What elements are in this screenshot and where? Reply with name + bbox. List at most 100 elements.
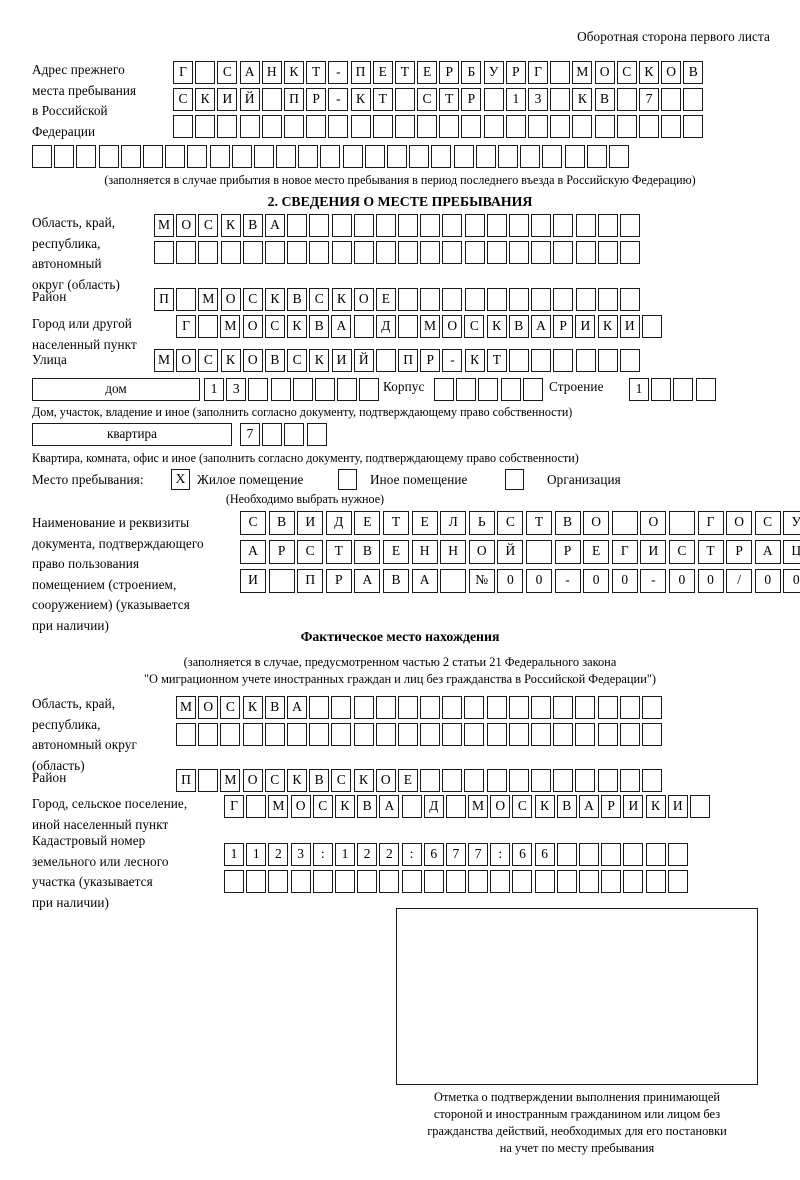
actual-region-row-1-cell-18[interactable]: [553, 696, 574, 719]
document-row-1-cell-2[interactable]: В: [268, 511, 295, 535]
previous-address-row-4-cell-19[interactable]: [431, 145, 452, 168]
section2-street-row-cell-19[interactable]: [553, 349, 574, 372]
section2-region-row-2-cell-20[interactable]: [575, 241, 596, 264]
section2-street-row-cell-20[interactable]: [575, 349, 596, 372]
actual-region-row-2-cell-10[interactable]: [375, 723, 396, 746]
korpus-cells-cell-5[interactable]: [522, 378, 543, 401]
section2-district-row-cell-10[interactable]: О: [353, 288, 374, 311]
section2-region-row-1-cell-8[interactable]: [309, 214, 330, 237]
previous-address-row-4-cell-16[interactable]: [364, 145, 385, 168]
document-row-1-cell-6[interactable]: Т: [382, 511, 409, 535]
previous-address-row-3-cell-12[interactable]: [417, 115, 438, 138]
actual-region-row-2-cell-19[interactable]: [575, 723, 596, 746]
house-number-cells-cell-7[interactable]: [337, 378, 358, 401]
cadastral-row-2-cell-6[interactable]: [334, 870, 355, 893]
previous-address-row-3-cell-15[interactable]: [483, 115, 504, 138]
previous-address-row-2-cell-13[interactable]: Т: [439, 88, 460, 111]
document-row-1-cell-15[interactable]: О: [640, 511, 667, 535]
cadastral-row-1-cell-16[interactable]: [556, 843, 577, 866]
section2-region-row-2-cell-6[interactable]: [264, 241, 285, 264]
previous-address-row-1-cell-20[interactable]: О: [594, 61, 615, 84]
cadastral-row-1-cell-7[interactable]: 2: [357, 843, 378, 866]
section2-region-row-2-cell-7[interactable]: [287, 241, 308, 264]
cadastral-row-1-cell-1[interactable]: 1: [224, 843, 244, 866]
section2-street-row-cell-16[interactable]: Т: [486, 349, 507, 372]
cadastral-row-2-cell-19[interactable]: [623, 870, 644, 893]
section2-city-row-cell-3[interactable]: М: [220, 315, 241, 338]
cadastral-row-1-cell-21[interactable]: [667, 843, 688, 866]
section2-region-row-2-cell-17[interactable]: [509, 241, 529, 264]
actual-region-row-1-cell-16[interactable]: [508, 696, 529, 719]
section2-city-row-cell-2[interactable]: [198, 315, 219, 338]
section2-city-row-cell-5[interactable]: С: [264, 315, 285, 338]
document-row-1-cell-8[interactable]: Л: [440, 511, 467, 535]
section2-region-row-2-cell-8[interactable]: [309, 241, 330, 264]
document-row-1-cell-11[interactable]: Т: [525, 511, 552, 535]
section2-region-row-1-cell-4[interactable]: К: [220, 214, 241, 237]
section2-street-row-cell-15[interactable]: К: [464, 349, 485, 372]
cadastral-row-1-cell-11[interactable]: 7: [445, 843, 466, 866]
document-row-2-cell-13[interactable]: Е: [583, 540, 610, 564]
actual-district-row-cell-10[interactable]: О: [375, 769, 396, 792]
section2-region-row-1-cell-22[interactable]: [619, 214, 640, 237]
previous-address-row-1-cell-24[interactable]: В: [683, 61, 704, 84]
document-row-3-cell-4[interactable]: Р: [325, 569, 352, 593]
cadastral-row-2-cell-14[interactable]: [512, 870, 533, 893]
cadastral-row-2-cell-15[interactable]: [534, 870, 555, 893]
actual-region-row-1-cell-8[interactable]: [331, 696, 352, 719]
actual-region-row-2-cell-2[interactable]: [198, 723, 219, 746]
previous-address-row-4-cell-18[interactable]: [409, 145, 430, 168]
cadastral-row-1-cell-18[interactable]: [601, 843, 622, 866]
actual-region-row-2-cell-12[interactable]: [420, 723, 441, 746]
document-row-1-cell-19[interactable]: С: [754, 511, 781, 535]
actual-region-row-1-cell-4[interactable]: К: [242, 696, 263, 719]
house-number-cells-cell-1[interactable]: 1: [204, 378, 224, 401]
section2-region-row-2-cell-16[interactable]: [486, 241, 507, 264]
document-row-3-cell-16[interactable]: 0: [668, 569, 695, 593]
actual-city-row-cell-15[interactable]: К: [534, 795, 555, 818]
section2-district-row-cell-22[interactable]: [619, 288, 640, 311]
document-row-1-cell-12[interactable]: В: [554, 511, 581, 535]
section2-district-row-cell-6[interactable]: К: [264, 288, 285, 311]
cadastral-row-1-cell-13[interactable]: :: [490, 843, 511, 866]
stay-type-checkbox-other[interactable]: [338, 469, 357, 490]
previous-address-row-2-cell-11[interactable]: [394, 88, 415, 111]
document-row-2-cell-1[interactable]: А: [240, 540, 266, 564]
cadastral-row-2-cell-7[interactable]: [357, 870, 378, 893]
section2-city-row-cell-17[interactable]: А: [531, 315, 551, 338]
previous-address-row-3-cell-13[interactable]: [439, 115, 460, 138]
section2-city-row-cell-7[interactable]: В: [309, 315, 330, 338]
section2-street-row-cell-3[interactable]: С: [198, 349, 219, 372]
section2-street-row-cell-11[interactable]: [375, 349, 396, 372]
section2-city-row-cell-13[interactable]: О: [442, 315, 463, 338]
section2-district-row-cell-1[interactable]: П: [154, 288, 174, 311]
previous-address-row-1-cell-3[interactable]: С: [217, 61, 238, 84]
document-row-3-cell-10[interactable]: 0: [497, 569, 524, 593]
cadastral-row-1-cell-12[interactable]: 7: [468, 843, 489, 866]
actual-city-row-cell-7[interactable]: В: [357, 795, 378, 818]
actual-district-row-cell-22[interactable]: [641, 769, 662, 792]
previous-address-row-2-cell-16[interactable]: 1: [505, 88, 526, 111]
korpus-cells-cell-4[interactable]: [500, 378, 521, 401]
section2-district-row-cell-9[interactable]: К: [331, 288, 352, 311]
section2-street-row-cell-5[interactable]: О: [242, 349, 263, 372]
document-row-1-cell-3[interactable]: И: [297, 511, 324, 535]
document-row-1-cell-5[interactable]: Е: [354, 511, 381, 535]
actual-district-row-cell-5[interactable]: С: [264, 769, 285, 792]
section2-city-row-cell-8[interactable]: А: [331, 315, 352, 338]
actual-city-row-cell-16[interactable]: В: [556, 795, 577, 818]
actual-region-row-1-cell-13[interactable]: [442, 696, 463, 719]
cadastral-row-2-cell-21[interactable]: [667, 870, 688, 893]
section2-city-row-cell-22[interactable]: [641, 315, 662, 338]
document-row-3-cell-3[interactable]: П: [297, 569, 324, 593]
previous-address-row-4-cell-26[interactable]: [586, 145, 607, 168]
previous-address-row-4[interactable]: [32, 145, 629, 168]
document-row-3-cell-1[interactable]: И: [240, 569, 266, 593]
actual-district-row-cell-19[interactable]: [575, 769, 596, 792]
